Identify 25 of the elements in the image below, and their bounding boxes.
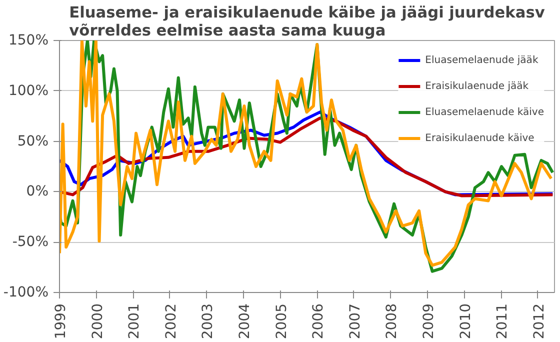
x-tick-label: 1999 [53,303,69,340]
x-tick-label: 2001 [126,303,143,340]
x-tick-label: 2002 [163,303,180,340]
x-tick-label: 2010 [458,303,474,340]
chart-title: Eluaseme- ja eraisikulaenude käibe ja jäägi juurdekasv võrreldes eelmise aasta sama kuuga [69,4,545,40]
y-tick-label: 100% [8,82,49,99]
x-tick-label: 2009 [421,303,438,340]
x-tick-label: 2011 [494,303,511,340]
legend-label: Eraisikulaenude käive [425,132,534,145]
y-tick-label: 150% [8,32,49,48]
legend-label: Eluasemelaenude käive [425,106,544,119]
y-tick-label: 0% [26,184,49,200]
y-tick-label: 50% [17,133,49,150]
x-tick-label: 2004 [237,303,254,340]
legend-label: Eluasemelaenude jääk [425,54,538,67]
x-tick-label: 2003 [200,303,216,340]
x-tick-label: 2000 [90,303,106,340]
x-tick-label: 2006 [310,303,327,340]
legend-label: Eraisikulaenude jääk [425,80,529,93]
x-tick-label: 2008 [384,303,400,340]
y-tick-label: -50% [12,234,49,250]
y-tick-label: -100% [3,284,48,300]
x-tick-label: 2007 [347,303,364,340]
x-tick-label: 2005 [274,303,290,340]
x-tick-label: 2012 [531,303,548,340]
